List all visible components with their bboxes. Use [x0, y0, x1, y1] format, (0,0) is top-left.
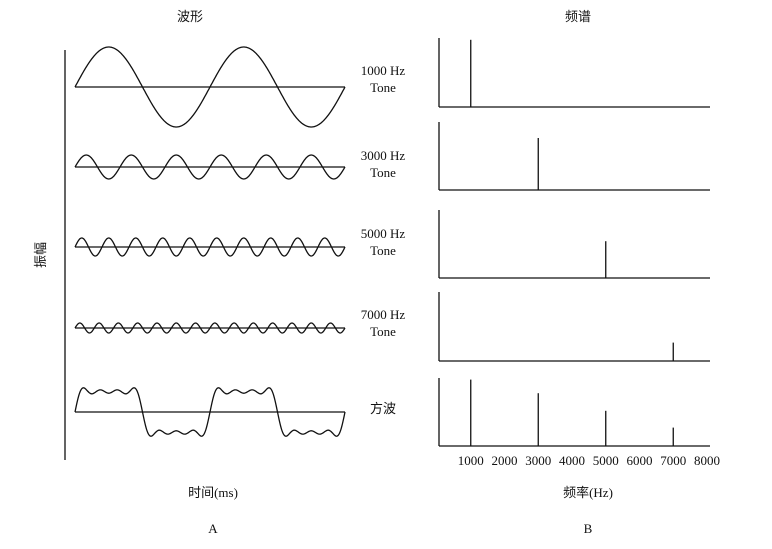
row-label: Tone [370, 165, 396, 180]
row-label: 1000 Hz [361, 63, 406, 78]
waveform [74, 237, 346, 257]
x-tick-label: 5000 [593, 453, 619, 468]
y-axis-label: 振幅 [33, 242, 48, 268]
waveform-title: 波形 [177, 9, 203, 24]
row-label: Tone [370, 80, 396, 95]
panel-label: B [584, 521, 593, 536]
spectrum-title: 频谱 [565, 9, 591, 24]
row-label: 方波 [370, 401, 396, 416]
panel-label: A [208, 521, 218, 536]
waveform [74, 154, 346, 180]
x-axis-label: 频率(Hz) [563, 485, 613, 500]
waveform [74, 322, 346, 334]
waveform [74, 387, 346, 437]
x-tick-label: 8000 [694, 453, 720, 468]
row-label: 3000 Hz [361, 148, 406, 163]
x-tick-label: 7000 [660, 453, 686, 468]
x-tick-label: 3000 [525, 453, 551, 468]
row-label: Tone [370, 324, 396, 339]
x-axis-label: 时间(ms) [188, 485, 238, 500]
row-label: 7000 Hz [361, 307, 406, 322]
row-label: Tone [370, 243, 396, 258]
row-label: 5000 Hz [361, 226, 406, 241]
x-tick-label: 4000 [559, 453, 585, 468]
waveform [74, 46, 346, 128]
x-tick-label: 6000 [627, 453, 653, 468]
x-tick-label: 2000 [492, 453, 518, 468]
x-tick-label: 1000 [458, 453, 484, 468]
